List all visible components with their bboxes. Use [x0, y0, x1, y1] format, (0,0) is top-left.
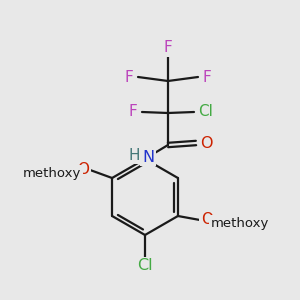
Text: N: N [142, 149, 154, 164]
Text: O: O [201, 212, 213, 227]
Text: H: H [128, 148, 140, 163]
Text: F: F [124, 70, 134, 85]
Text: O: O [77, 161, 89, 176]
Text: Cl: Cl [199, 104, 213, 119]
Text: F: F [164, 40, 172, 56]
Text: F: F [129, 104, 137, 119]
Text: O: O [200, 136, 212, 151]
Text: F: F [202, 70, 211, 85]
Text: Cl: Cl [137, 259, 153, 274]
Text: methoxy: methoxy [23, 167, 81, 179]
Text: methoxy: methoxy [211, 217, 269, 230]
